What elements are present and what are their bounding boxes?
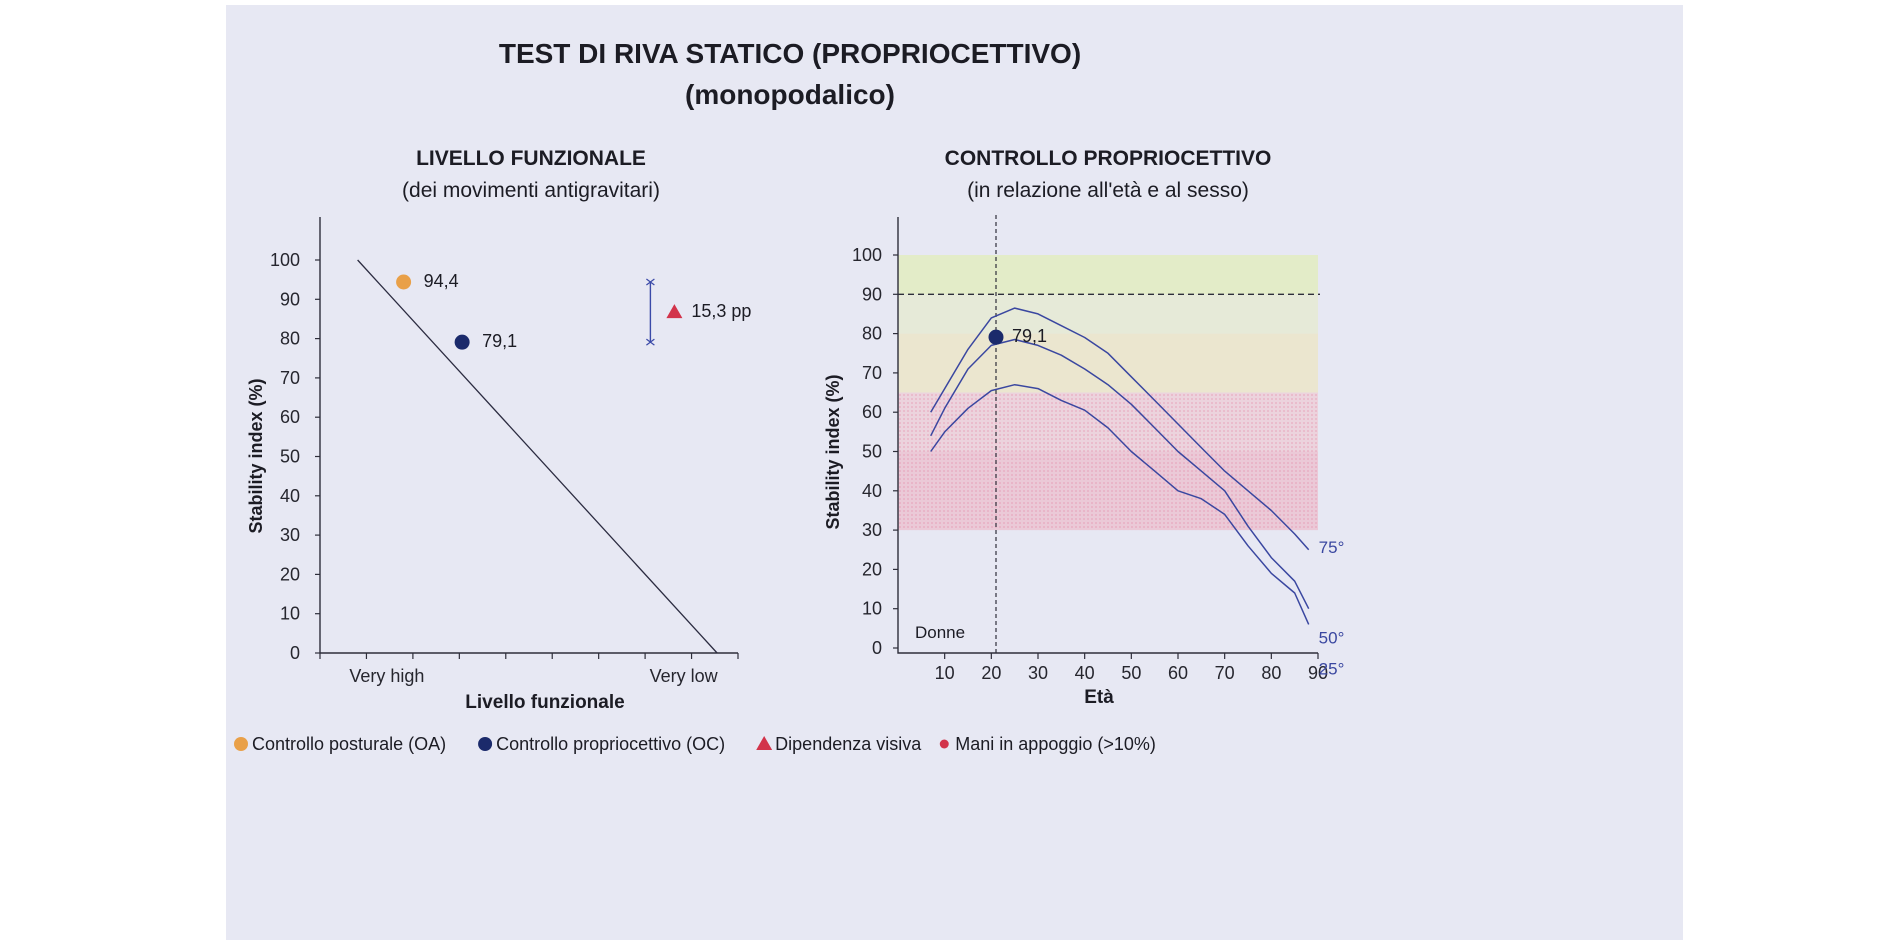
right-x-tick-label: 60 — [1168, 663, 1188, 683]
right-y-tick-label: 70 — [862, 363, 882, 383]
group-label: Donne — [915, 623, 965, 642]
legend-marker — [939, 739, 949, 749]
legend-label: Dipendenza visiva — [775, 734, 922, 754]
left-x-axis-label: Livello funzionale — [465, 692, 624, 713]
risk-band — [898, 333, 1318, 393]
left-y-tick-label: 40 — [280, 486, 300, 506]
right-y-tick-label: 30 — [862, 520, 882, 540]
left-y-tick-label: 20 — [280, 564, 300, 584]
left-y-tick-label: 10 — [280, 604, 300, 624]
left-x-category-label: Very low — [650, 666, 719, 686]
left-axes — [319, 217, 738, 654]
right-chart-title: CONTROLLO PROPRIOCETTIVO — [945, 147, 1272, 170]
risk-band-dots — [898, 392, 1318, 452]
left-chart-title: LIVELLO FUNZIONALE — [416, 147, 646, 170]
percentile-curve — [930, 307, 1310, 551]
legend-label: Controllo propriocettivo (OC) — [496, 734, 725, 754]
right-chart-subtitle: (in relazione all'età e al sesso) — [967, 179, 1249, 202]
legend-label: Controllo posturale (OA) — [252, 734, 446, 754]
right-y-tick-label: 10 — [862, 599, 882, 619]
bracket-cap-top — [646, 278, 655, 286]
right-chart: CONTROLLO PROPRIOCETTIVO (in relazione a… — [823, 147, 1344, 708]
right-x-tick-label: 90 — [1308, 663, 1328, 683]
data-point — [454, 334, 470, 350]
data-point-label: 79,1 — [482, 331, 517, 351]
legend-marker — [234, 737, 248, 751]
left-chart: LIVELLO FUNZIONALE (dei movimenti antigr… — [246, 147, 751, 713]
left-chart-subtitle: (dei movimenti antigravitari) — [402, 179, 660, 202]
risk-band — [898, 294, 1318, 334]
right-x-axis-label: Età — [1084, 687, 1114, 708]
right-y-tick-label: 80 — [862, 324, 882, 344]
data-point — [396, 274, 412, 290]
right-x-tick-label: 80 — [1261, 663, 1281, 683]
right-x-tick-label: 40 — [1075, 663, 1095, 683]
legend-marker — [478, 737, 493, 751]
right-y-tick-label: 0 — [872, 638, 882, 658]
percentile-label: 75° — [1319, 538, 1345, 557]
page-title: TEST DI RIVA STATICO (PROPRIOCETTIVO) — [499, 38, 1081, 69]
right-y-tick-label: 40 — [862, 481, 882, 501]
legend-label: Mani in appoggio (>10%) — [955, 734, 1156, 754]
legend-marker — [756, 736, 773, 750]
legend: Controllo posturale (OA) Controllo propri… — [234, 734, 1156, 754]
right-y-tick-label: 90 — [862, 284, 882, 304]
right-x-tick-label: 70 — [1215, 663, 1235, 683]
percentile-curve — [930, 338, 1310, 610]
reference-diagonal-line — [357, 259, 718, 654]
data-point-label: 79,1 — [1012, 326, 1047, 346]
percentile-label: 50° — [1319, 629, 1345, 648]
left-y-tick-label: 30 — [280, 525, 300, 545]
right-x-tick-label: 50 — [1121, 663, 1141, 683]
left-x-category-label: Very high — [349, 666, 424, 686]
data-point-label: 94,4 — [424, 271, 459, 291]
left-y-tick-label: 0 — [290, 643, 300, 663]
page-subtitle: (monopodalico) — [685, 79, 895, 110]
left-y-tick-label: 80 — [280, 329, 300, 349]
report-sheet: TEST DI RIVA STATICO (PROPRIOCETTIVO) (m… — [226, 5, 1683, 940]
left-y-tick-label: 60 — [280, 407, 300, 427]
right-x-tick-label: 20 — [981, 663, 1001, 683]
visual-dependence-marker — [666, 304, 683, 319]
left-y-tick-label: 90 — [280, 289, 300, 309]
left-y-tick-label: 70 — [280, 368, 300, 388]
right-x-tick-label: 10 — [935, 663, 955, 683]
visual-dependence-label: 15,3 pp — [691, 301, 751, 321]
right-y-axis-label: Stability index (%) — [823, 374, 843, 529]
right-y-tick-label: 100 — [852, 245, 882, 265]
report-svg: TEST DI RIVA STATICO (PROPRIOCETTIVO) (m… — [234, 38, 1344, 754]
percentile-label: 25° — [1319, 659, 1345, 678]
risk-band — [898, 255, 1318, 295]
risk-band-dots — [898, 451, 1318, 531]
left-y-axis-label: Stability index (%) — [246, 378, 266, 533]
bracket-cap-bottom — [646, 338, 655, 346]
left-y-tick-label: 50 — [280, 447, 300, 467]
right-y-tick-label: 20 — [862, 559, 882, 579]
left-y-tick-label: 100 — [270, 250, 300, 270]
right-y-tick-label: 50 — [862, 442, 882, 462]
percentile-curve — [930, 383, 1310, 625]
right-y-tick-label: 60 — [862, 402, 882, 422]
right-x-tick-label: 30 — [1028, 663, 1048, 683]
data-point — [988, 329, 1004, 345]
